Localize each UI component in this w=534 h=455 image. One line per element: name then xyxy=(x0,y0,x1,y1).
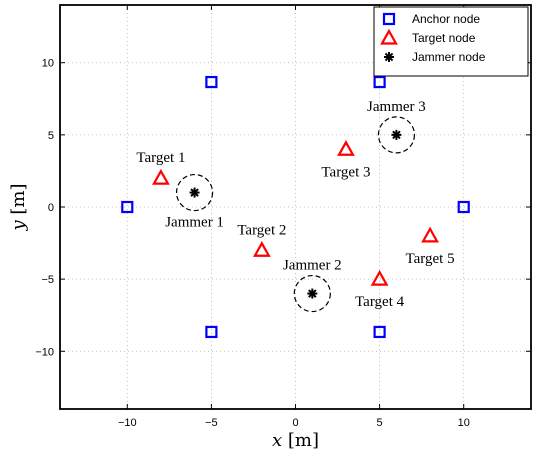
target-node-marker xyxy=(337,140,355,156)
point-annotation: Target 5 xyxy=(406,251,455,267)
y-tick-label: −5 xyxy=(41,274,54,286)
point-annotation: Target 1 xyxy=(136,150,185,166)
y-tick-label: −10 xyxy=(35,346,54,358)
legend-box xyxy=(373,6,529,77)
target-node-marker xyxy=(370,269,389,286)
target-node-marker xyxy=(252,241,271,257)
point-annotation: Jammer 1 xyxy=(165,215,224,231)
legend-target-node-marker xyxy=(380,28,398,45)
annotation-layer: Target 1 Target 2 Target 3 Target 4 Target 5… xyxy=(136,99,454,310)
x-tick-label: −10 xyxy=(118,417,137,429)
marker-layer xyxy=(121,75,470,339)
point-annotation: Jammer 3 xyxy=(367,99,426,115)
anchor-node-marker xyxy=(205,75,218,89)
jammer-ring-layer xyxy=(175,116,416,313)
jammer-range-ring xyxy=(377,116,416,154)
point-annotation: Target 3 xyxy=(321,164,370,180)
y-axis-label: y [m] xyxy=(8,183,29,231)
jammer-range-ring xyxy=(293,274,331,313)
anchor-node-marker xyxy=(205,325,218,339)
y-tick-label: 0 xyxy=(48,202,54,214)
legend-target-node-label: Target node xyxy=(412,31,476,45)
legend-jammer-node-label: Jammer node xyxy=(412,50,486,64)
jammer-node-marker xyxy=(189,187,200,198)
legend-anchor-node-marker xyxy=(382,12,396,26)
x-tick-label: 0 xyxy=(292,417,298,429)
legend: Anchor node Target node Jammer node xyxy=(373,6,529,77)
target-node-marker xyxy=(152,168,170,185)
x-tick-label: −5 xyxy=(205,417,218,429)
y-tick-label: 5 xyxy=(48,130,54,142)
target-node-marker xyxy=(421,226,439,243)
y-tick-label: 10 xyxy=(42,58,54,70)
jammer-node-marker xyxy=(391,129,402,140)
x-tick-label: 10 xyxy=(458,417,470,429)
tick-layer: −10 −5 0 5 10 −10 −5 0 5 10 xyxy=(35,5,531,429)
point-annotation: Target 4 xyxy=(355,294,405,310)
jammer-node-marker xyxy=(307,288,318,299)
anchor-node-marker xyxy=(457,200,470,214)
jammer-range-ring xyxy=(175,173,214,212)
x-tick-label: 5 xyxy=(377,417,383,429)
x-axis-label: x [m] xyxy=(272,430,319,451)
legend-jammer-node-marker xyxy=(384,52,394,62)
anchor-node-marker xyxy=(373,325,386,339)
point-annotation: Target 2 xyxy=(237,222,286,238)
point-annotation: Jammer 2 xyxy=(283,258,342,274)
anchor-node-marker xyxy=(373,75,386,89)
anchor-node-marker xyxy=(121,200,134,214)
legend-anchor-node-label: Anchor node xyxy=(412,12,480,26)
